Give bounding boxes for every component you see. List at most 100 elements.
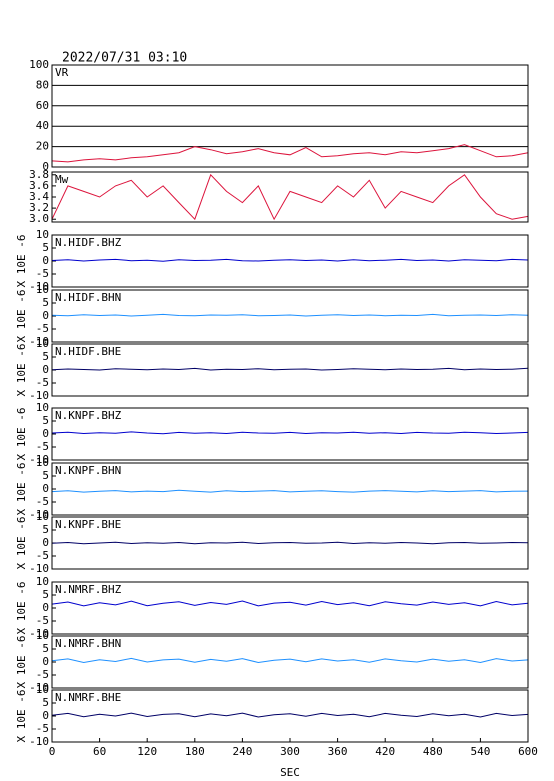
y-tick-label: 5 <box>42 241 49 254</box>
trace-line <box>51 657 529 664</box>
y-tick-label: 10 <box>36 629 49 642</box>
y-tick-label: -10 <box>29 389 49 402</box>
y-tick-label: 5 <box>42 469 49 482</box>
panel-frame <box>51 635 529 689</box>
y-tick-label: 3.4 <box>29 190 49 203</box>
y-tick-label: -10 <box>29 735 49 748</box>
y-tick-label: 3.0 <box>29 212 49 225</box>
y-tick-label: 10 <box>36 337 49 350</box>
x-tick-label: 360 <box>328 745 348 758</box>
trace-line <box>51 144 529 163</box>
x-tick-label: 540 <box>470 745 490 758</box>
y-axis-label: X 10E -6 <box>15 463 28 516</box>
y-tick-label: 5 <box>42 414 49 427</box>
y-tick-label: 3.2 <box>29 201 49 214</box>
panel-frame <box>51 689 529 743</box>
x-tick-label: 120 <box>137 745 157 758</box>
panel-frame <box>51 171 529 223</box>
y-tick-label: 0 <box>42 254 49 267</box>
trace-line <box>51 489 529 493</box>
y-tick-label: 5 <box>42 523 49 536</box>
y-tick-label: -5 <box>36 322 49 335</box>
y-tick-label: 10 <box>36 283 49 296</box>
panel-label: N.KNPF.BHN <box>55 464 121 477</box>
trace-line <box>51 431 529 435</box>
panel-label: N.KNPF.BHE <box>55 518 121 531</box>
x-axis-label: SEC <box>280 766 300 779</box>
panel-frame <box>51 289 529 343</box>
panel-label: N.NMRF.BHE <box>55 691 121 704</box>
x-tick-label: 180 <box>185 745 205 758</box>
y-tick-label: 10 <box>36 683 49 696</box>
y-tick-label: 3.8 <box>29 168 49 181</box>
y-tick-label: -10 <box>29 562 49 575</box>
y-tick-label: -10 <box>29 280 49 293</box>
trace-line <box>51 258 529 262</box>
y-tick-label: 3.6 <box>29 179 49 192</box>
trace-line <box>51 600 529 607</box>
y-axis-label: X 10E -6 <box>15 636 28 689</box>
y-tick-label: 5 <box>42 350 49 363</box>
y-tick-label: 80 <box>36 78 49 91</box>
y-tick-label: -5 <box>36 495 49 508</box>
y-tick-label: 0 <box>42 536 49 549</box>
trace-line <box>51 712 529 718</box>
panel-label: N.NMRF.BHZ <box>55 583 122 596</box>
y-tick-label: -10 <box>29 508 49 521</box>
y-tick-label: 0 <box>42 363 49 376</box>
panel-frame <box>51 462 529 516</box>
y-tick-label: 0 <box>42 601 49 614</box>
x-tick-label: 420 <box>375 745 395 758</box>
panel-frame <box>51 343 529 397</box>
y-tick-label: 20 <box>36 140 49 153</box>
y-tick-label: -10 <box>29 681 49 694</box>
y-tick-label: 10 <box>36 228 49 241</box>
x-tick-label: 240 <box>232 745 252 758</box>
panel-frame <box>51 234 529 288</box>
panel-label: N.HIDF.BHE <box>55 345 121 358</box>
y-tick-label: -5 <box>36 440 49 453</box>
y-tick-label: 40 <box>36 119 49 132</box>
y-tick-label: 0 <box>42 427 49 440</box>
y-tick-label: 0 <box>42 655 49 668</box>
y-tick-label: -5 <box>36 376 49 389</box>
trace-line <box>51 173 529 221</box>
x-tick-label: 480 <box>423 745 443 758</box>
y-tick-label: -10 <box>29 627 49 640</box>
y-tick-label: 0 <box>42 309 49 322</box>
y-tick-label: -5 <box>36 549 49 562</box>
x-tick-label: 600 <box>518 745 538 758</box>
y-axis-label: X 10E -6 <box>15 690 28 743</box>
y-tick-label: 10 <box>36 401 49 414</box>
y-axis-label: X 10E -6 <box>15 408 28 461</box>
x-tick-label: 60 <box>93 745 106 758</box>
y-tick-label: -5 <box>36 614 49 627</box>
panel-frame <box>51 64 529 168</box>
x-tick-label: 300 <box>280 745 300 758</box>
y-tick-label: -10 <box>29 453 49 466</box>
y-tick-label: -5 <box>36 267 49 280</box>
y-tick-label: 0 <box>42 709 49 722</box>
panel-label: VR <box>55 66 69 79</box>
trace-line <box>51 313 529 317</box>
x-tick-label: 0 <box>49 745 56 758</box>
y-axis-label: X 10E -6 <box>15 235 28 288</box>
y-tick-label: 0 <box>42 160 49 173</box>
panel-label: N.HIDF.BHZ <box>55 236 122 249</box>
y-tick-label: 5 <box>42 642 49 655</box>
y-tick-label: 10 <box>36 456 49 469</box>
chart-title: 2022/07/31 03:10 <box>62 51 187 66</box>
y-tick-label: 60 <box>36 99 49 112</box>
y-tick-label: 5 <box>42 696 49 709</box>
y-axis-label: X 10E -6 <box>15 517 28 570</box>
y-tick-label: -5 <box>36 668 49 681</box>
y-axis-label: X 10E -6 <box>15 290 28 343</box>
panel-frame <box>51 407 529 461</box>
trace-line <box>51 367 529 371</box>
y-tick-label: 10 <box>36 510 49 523</box>
y-tick-label: -10 <box>29 335 49 348</box>
y-axis-label: X 10E -6 <box>15 582 28 635</box>
panel-frame <box>51 581 529 635</box>
y-axis-label: X 10E -6 <box>15 344 28 397</box>
